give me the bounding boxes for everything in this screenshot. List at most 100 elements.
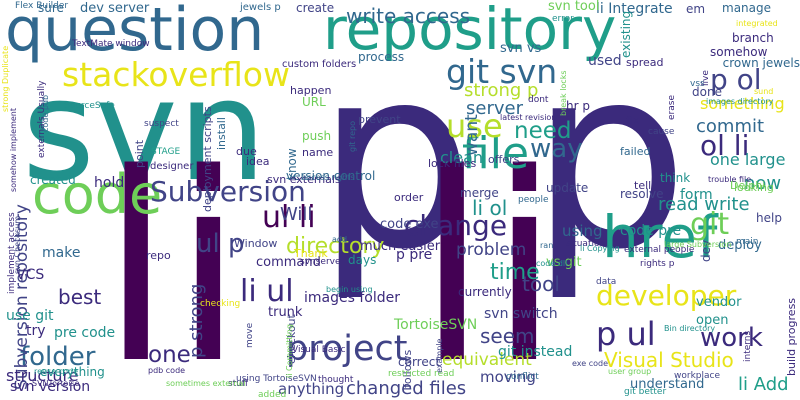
word-developer-20: developer xyxy=(596,279,737,312)
word-will-38: Will xyxy=(280,204,313,225)
word-large-subversion-187: large Subversion xyxy=(664,240,732,249)
word-make-66: make xyxy=(42,245,81,261)
word-done-94: done xyxy=(692,85,722,99)
word-begin-using-169: begin using xyxy=(326,285,373,294)
word-stuff-162: stuff xyxy=(228,379,249,389)
word-merge-110: merge xyxy=(460,186,499,200)
word-p-2: p xyxy=(530,13,689,304)
word-resolve-91: resolve xyxy=(620,187,664,201)
word-trouble-file-194: trouble file xyxy=(708,175,752,184)
word-tool-41: tool xyxy=(522,272,560,296)
word-somehow-96: somehow xyxy=(710,45,768,59)
word-pdb-code-178: pdb code xyxy=(148,366,186,375)
word-time-30: time xyxy=(490,260,540,285)
word-created-100: created xyxy=(30,173,76,187)
word-latest-revision-190: latest revision xyxy=(500,113,557,122)
word-move-165: move xyxy=(245,322,255,348)
word-exe-code-183: exe code xyxy=(572,359,609,368)
word-offers-113: offers xyxy=(488,153,520,166)
word-li-ul-22: li ul xyxy=(240,274,294,309)
word-idea-118: idea xyxy=(246,155,270,168)
word-li-committing-181: li Committing xyxy=(285,324,294,378)
word-images-folder-72: images folder xyxy=(304,290,400,306)
word-using-tortoisesvn-180: using TortoiseSVN xyxy=(236,374,317,384)
word-code-pre-56: code pre xyxy=(620,223,682,239)
word-question-5: question xyxy=(5,0,265,65)
word-visual-studio-32: Visual Studio xyxy=(604,348,734,372)
word-moving-58: moving xyxy=(480,368,536,386)
word-svntortoise-177: SVNTortoise xyxy=(32,379,80,388)
word-change-14: change xyxy=(404,209,508,242)
word-svn-externals-135: svn externals xyxy=(267,173,341,186)
word-pre-code-64: pre code xyxy=(54,325,116,341)
word-strong-p-35: strong p xyxy=(464,80,539,101)
word-one-large-52: one large xyxy=(710,150,786,169)
word-stage-138: STAGE xyxy=(151,147,181,157)
word-code-exe-61: code exe xyxy=(380,217,439,232)
word-try-67: try xyxy=(26,323,46,339)
word-subversion-13: Subversion xyxy=(150,175,306,208)
word-push-108: push xyxy=(302,129,332,143)
word-workplace-146: workplace xyxy=(674,371,720,381)
word-p-strong-47: p strong xyxy=(186,283,207,358)
word-sure-103: sure xyxy=(38,1,64,15)
word-svnserve-188: svnserve xyxy=(300,257,341,267)
word-cause-161: cause xyxy=(648,127,675,137)
word-p-pre-74: p pre xyxy=(396,247,433,263)
word-code-dll-170: code dll xyxy=(536,259,568,268)
word-used-82: used xyxy=(588,53,622,69)
word-way-25: way xyxy=(530,134,583,164)
word-use-15: use xyxy=(446,107,503,145)
word-install-132: install xyxy=(215,117,228,150)
word-manage-79: manage xyxy=(722,1,772,15)
word-one-31: one xyxy=(148,342,191,368)
word-li-ol-37: li ol xyxy=(472,196,508,220)
word-interns-144: interns xyxy=(743,330,753,362)
word-directory-29: directory xyxy=(286,234,385,259)
word-everything-87: everything xyxy=(40,365,105,379)
word-work-27: work xyxy=(700,323,763,353)
word-svn-vs-81: svn vs xyxy=(500,41,542,56)
word-git-better-145: git better xyxy=(624,387,667,397)
word-p-ol-16: p ol xyxy=(710,63,762,96)
word-data-166: data xyxy=(596,277,617,287)
word-sometimes-external-179: sometimes external xyxy=(166,379,246,388)
word-li-4: li xyxy=(416,119,561,400)
word-external-people-147: external people xyxy=(624,245,695,255)
word-deploy-62: deploy xyxy=(718,238,762,253)
word-existing-98: existing xyxy=(619,10,633,58)
word-point-131: point xyxy=(133,139,146,168)
word-ul-p-23: ul p xyxy=(196,229,245,259)
word-vendor-77: vendor xyxy=(696,295,742,310)
word-seem-40: seem xyxy=(480,324,535,348)
word-custom-folders-136: custom folders xyxy=(282,59,357,70)
word-using-59: using xyxy=(562,222,603,240)
word-problem-44: problem xyxy=(456,240,527,260)
word-looking-121: looking xyxy=(734,181,774,194)
word-process-83: process xyxy=(358,50,405,64)
word-rights-p-167: rights p xyxy=(640,259,675,269)
word-git-instead-63: git instead xyxy=(498,344,573,360)
word-svn-checksum-175: svn Checksum xyxy=(13,215,22,274)
word-break-locks-189: break locks xyxy=(559,70,568,116)
word-fix-114: fix xyxy=(626,114,640,127)
word-textmate-window-172: TextMate window xyxy=(72,39,150,49)
word-tortoisesvn-71: TortoiseSVN xyxy=(394,317,478,333)
word-people-149: people xyxy=(518,195,549,205)
word-git-repo-191: git repo xyxy=(348,121,357,152)
word-deployment-scripts-126: deployment scripts xyxy=(201,106,214,212)
word-code-7: code xyxy=(32,163,163,226)
word-em-106: em xyxy=(686,2,706,16)
word-suspect-140: suspect xyxy=(144,119,179,129)
word-checking-164: checking xyxy=(200,299,241,309)
word-svn-version-70: svn version xyxy=(10,379,91,395)
word-best-42: best xyxy=(58,285,102,309)
word-code-pdb-196: code pdb xyxy=(41,94,50,132)
word-currently-102: currently xyxy=(458,285,512,299)
word-due-119: due xyxy=(236,145,257,158)
word-vcs-68: VCS xyxy=(16,267,45,283)
word-situation-148: situation xyxy=(566,239,606,249)
word-project-12: project xyxy=(286,329,408,369)
word-correct-88: correct xyxy=(398,355,441,369)
